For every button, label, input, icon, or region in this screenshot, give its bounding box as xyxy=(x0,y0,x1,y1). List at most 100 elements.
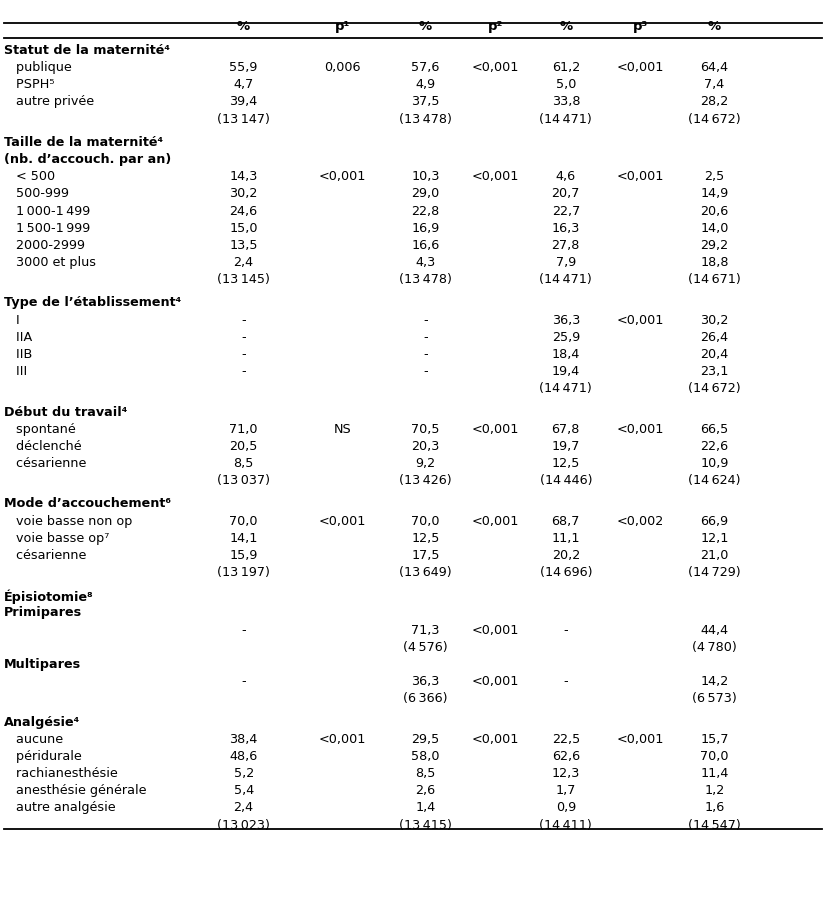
Text: (4 780): (4 780) xyxy=(692,641,737,654)
Text: -: - xyxy=(241,348,246,361)
Text: (14 671): (14 671) xyxy=(688,273,741,287)
Text: <0,001: <0,001 xyxy=(319,170,367,183)
Text: (13 478): (13 478) xyxy=(399,113,452,125)
Text: -: - xyxy=(241,313,246,327)
Text: 18,8: 18,8 xyxy=(700,256,729,269)
Text: 29,5: 29,5 xyxy=(411,733,439,746)
Text: 16,9: 16,9 xyxy=(411,222,439,234)
Text: 1,6: 1,6 xyxy=(705,802,724,814)
Text: 14,1: 14,1 xyxy=(230,532,258,545)
Text: -: - xyxy=(423,313,428,327)
Text: 20,6: 20,6 xyxy=(700,204,729,218)
Text: (13 197): (13 197) xyxy=(217,566,270,579)
Text: 4,7: 4,7 xyxy=(234,79,254,92)
Text: <0,001: <0,001 xyxy=(616,170,664,183)
Text: Mode d’accouchement⁶: Mode d’accouchement⁶ xyxy=(4,497,171,510)
Text: (14 624): (14 624) xyxy=(688,474,741,487)
Text: 28,2: 28,2 xyxy=(700,95,729,108)
Text: aucune: aucune xyxy=(4,733,64,746)
Text: <0,001: <0,001 xyxy=(472,422,520,436)
Text: 67,8: 67,8 xyxy=(552,422,580,436)
Text: -: - xyxy=(241,675,246,688)
Text: 15,9: 15,9 xyxy=(230,549,258,562)
Text: 22,5: 22,5 xyxy=(552,733,580,746)
Text: 10,3: 10,3 xyxy=(411,170,439,183)
Text: 12,5: 12,5 xyxy=(411,532,439,545)
Text: 10,9: 10,9 xyxy=(700,457,729,470)
Text: 36,3: 36,3 xyxy=(552,313,580,327)
Text: (14 411): (14 411) xyxy=(539,819,592,832)
Text: <0,001: <0,001 xyxy=(616,61,664,74)
Text: autre analgésie: autre analgésie xyxy=(4,802,116,814)
Text: Type de l’établissement⁴: Type de l’établissement⁴ xyxy=(4,297,182,310)
Text: 15,7: 15,7 xyxy=(700,733,729,746)
Text: -: - xyxy=(423,348,428,361)
Text: 38,4: 38,4 xyxy=(230,733,258,746)
Text: <0,001: <0,001 xyxy=(472,515,520,528)
Text: 55,9: 55,9 xyxy=(230,61,258,74)
Text: (14 696): (14 696) xyxy=(539,566,592,579)
Text: 22,7: 22,7 xyxy=(552,204,580,218)
Text: 1 000-1 499: 1 000-1 499 xyxy=(4,204,90,218)
Text: 70,0: 70,0 xyxy=(700,750,729,763)
Text: voie basse non op: voie basse non op xyxy=(4,515,132,528)
Text: Épisiotomie⁸: Épisiotomie⁸ xyxy=(4,589,94,604)
Text: %: % xyxy=(237,20,250,33)
Text: 71,3: 71,3 xyxy=(411,624,439,637)
Text: voie basse op⁷: voie basse op⁷ xyxy=(4,532,110,545)
Text: <0,001: <0,001 xyxy=(319,515,367,528)
Text: -: - xyxy=(563,624,568,637)
Text: PSPH⁵: PSPH⁵ xyxy=(4,79,55,92)
Text: <0,001: <0,001 xyxy=(472,61,520,74)
Text: 30,2: 30,2 xyxy=(700,313,729,327)
Text: 70,0: 70,0 xyxy=(230,515,258,528)
Text: -: - xyxy=(563,675,568,688)
Text: 66,5: 66,5 xyxy=(700,422,729,436)
Text: 20,7: 20,7 xyxy=(552,188,580,201)
Text: (14 471): (14 471) xyxy=(539,113,592,125)
Text: 27,8: 27,8 xyxy=(552,239,580,252)
Text: 61,2: 61,2 xyxy=(552,61,580,74)
Text: (13 145): (13 145) xyxy=(217,273,270,287)
Text: 14,9: 14,9 xyxy=(700,188,729,201)
Text: 39,4: 39,4 xyxy=(230,95,258,108)
Text: <0,001: <0,001 xyxy=(472,170,520,183)
Text: <0,001: <0,001 xyxy=(472,675,520,688)
Text: I: I xyxy=(4,313,20,327)
Text: (6 366): (6 366) xyxy=(403,692,448,705)
Text: 4,3: 4,3 xyxy=(415,256,435,269)
Text: (13 023): (13 023) xyxy=(217,819,270,832)
Text: 21,0: 21,0 xyxy=(700,549,729,562)
Text: 19,4: 19,4 xyxy=(552,365,580,378)
Text: 7,9: 7,9 xyxy=(556,256,576,269)
Text: <0,001: <0,001 xyxy=(319,733,367,746)
Text: césarienne: césarienne xyxy=(4,457,87,470)
Text: -: - xyxy=(423,365,428,378)
Text: 36,3: 36,3 xyxy=(411,675,439,688)
Text: (13 415): (13 415) xyxy=(399,819,452,832)
Text: 4,6: 4,6 xyxy=(556,170,576,183)
Text: Statut de la maternité⁴: Statut de la maternité⁴ xyxy=(4,44,170,57)
Text: 71,0: 71,0 xyxy=(230,422,258,436)
Text: 20,4: 20,4 xyxy=(700,348,729,361)
Text: 2,6: 2,6 xyxy=(415,784,435,797)
Text: 1,2: 1,2 xyxy=(705,784,724,797)
Text: (13 478): (13 478) xyxy=(399,273,452,287)
Text: 66,9: 66,9 xyxy=(700,515,729,528)
Text: 16,3: 16,3 xyxy=(552,222,580,234)
Text: 22,6: 22,6 xyxy=(700,440,729,453)
Text: 9,2: 9,2 xyxy=(415,457,435,470)
Text: (13 426): (13 426) xyxy=(399,474,452,487)
Text: < 500: < 500 xyxy=(4,170,55,183)
Text: <0,001: <0,001 xyxy=(472,624,520,637)
Text: 18,4: 18,4 xyxy=(552,348,580,361)
Text: 5,4: 5,4 xyxy=(234,784,254,797)
Text: anesthésie générale: anesthésie générale xyxy=(4,784,147,797)
Text: 15,0: 15,0 xyxy=(230,222,258,234)
Text: 12,3: 12,3 xyxy=(552,767,580,780)
Text: 22,8: 22,8 xyxy=(411,204,439,218)
Text: Début du travail⁴: Début du travail⁴ xyxy=(4,406,127,419)
Text: 44,4: 44,4 xyxy=(700,624,729,637)
Text: Taille de la maternité⁴: Taille de la maternité⁴ xyxy=(4,136,164,149)
Text: 24,6: 24,6 xyxy=(230,204,258,218)
